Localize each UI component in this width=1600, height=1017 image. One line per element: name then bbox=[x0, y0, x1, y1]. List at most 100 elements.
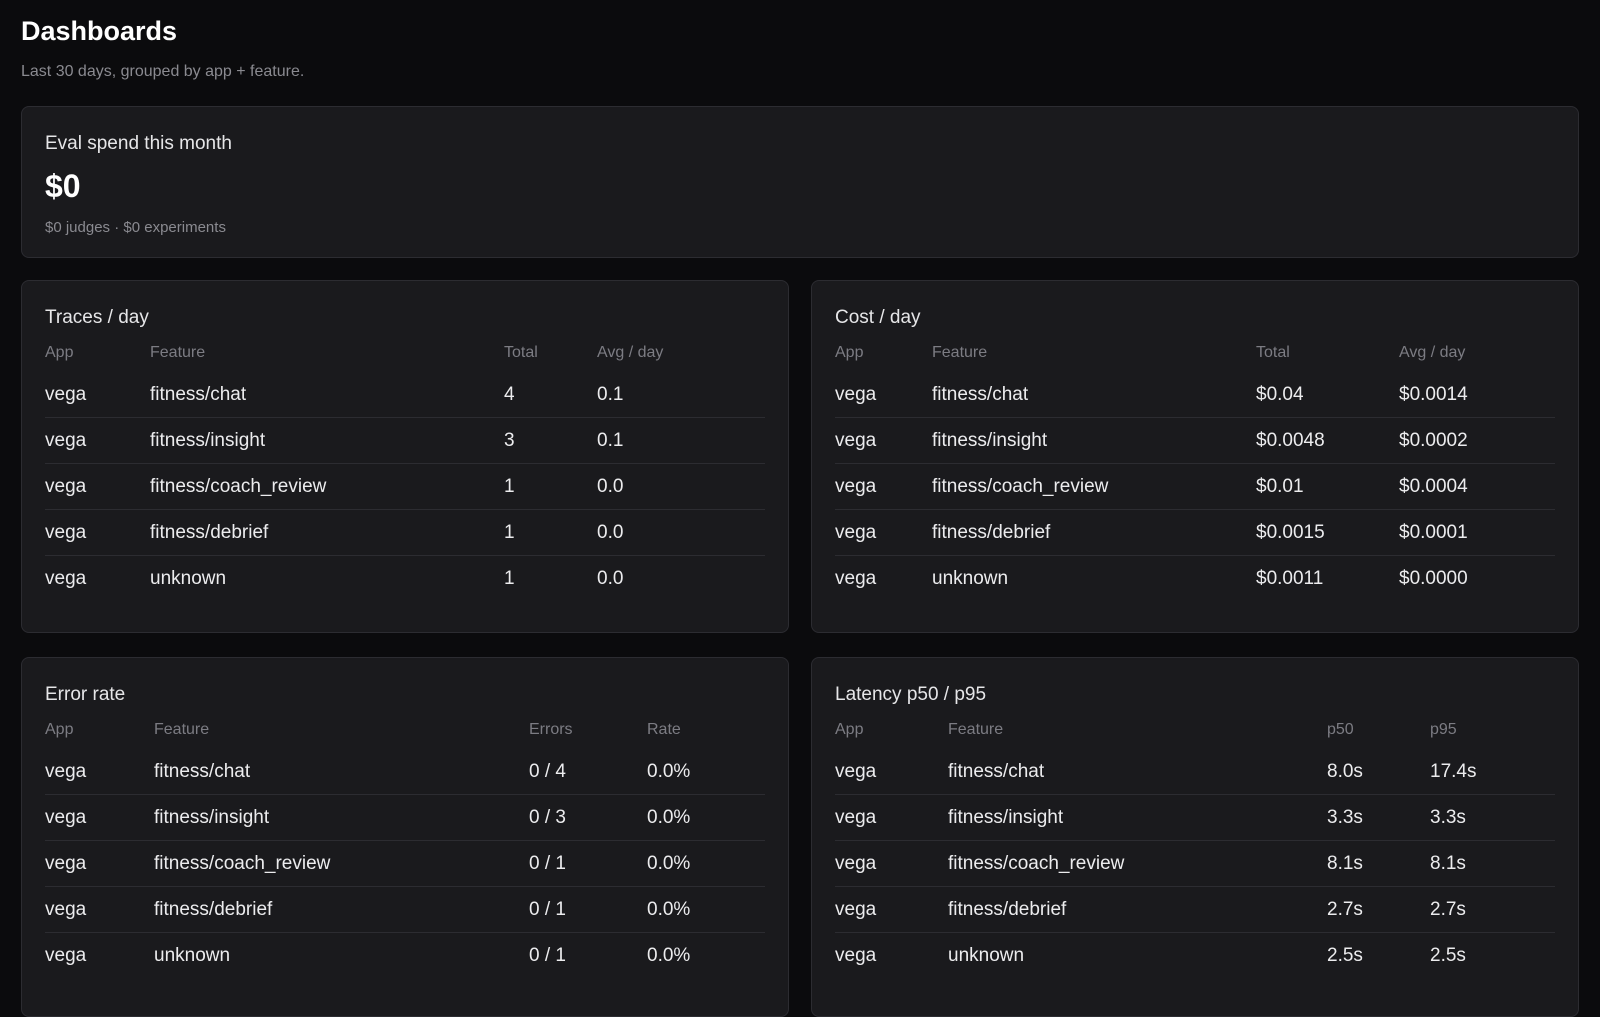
table-row: vega fitness/insight 3.3s 3.3s bbox=[835, 794, 1555, 841]
cell-avg-per-day: $0.0002 bbox=[1399, 417, 1555, 464]
traces-table: App Feature Total Avg / day vega fitness/… bbox=[45, 344, 765, 601]
table-row: vega unknown 0 / 1 0.0% bbox=[45, 933, 765, 979]
table-row: vega fitness/chat $0.04 $0.0014 bbox=[835, 372, 1555, 418]
dashboard-grid: Traces / day App Feature Total Avg / day… bbox=[21, 280, 1579, 1017]
table-row: vega fitness/debrief 1 0.0 bbox=[45, 509, 765, 556]
column-header-app: App bbox=[835, 344, 864, 361]
cell-p95: 8.1s bbox=[1430, 840, 1555, 887]
cell-total: 1 bbox=[504, 463, 597, 510]
cell-app: vega bbox=[835, 463, 932, 510]
column-header-avg-per-day: Avg / day bbox=[1399, 344, 1466, 361]
traces-per-day-card: Traces / day App Feature Total Avg / day… bbox=[21, 280, 789, 633]
table-row: vega fitness/insight 0 / 3 0.0% bbox=[45, 794, 765, 841]
cell-p95: 3.3s bbox=[1430, 794, 1555, 841]
table-row: vega fitness/insight 3 0.1 bbox=[45, 417, 765, 464]
cell-app: vega bbox=[835, 372, 932, 418]
cell-p50: 2.7s bbox=[1327, 886, 1430, 933]
cell-feature: fitness/chat bbox=[154, 749, 529, 795]
cost-table: App Feature Total Avg / day vega fitness/… bbox=[835, 344, 1555, 601]
card-title: Error rate bbox=[45, 684, 126, 705]
cell-rate: 0.0% bbox=[647, 886, 765, 933]
cell-p50: 8.0s bbox=[1327, 749, 1430, 795]
cell-feature: fitness/insight bbox=[154, 794, 529, 841]
column-header-feature: Feature bbox=[932, 344, 988, 361]
cell-app: vega bbox=[45, 749, 154, 795]
cell-errors: 0 / 1 bbox=[529, 886, 647, 933]
cell-app: vega bbox=[835, 567, 877, 589]
cell-feature: fitness/debrief bbox=[150, 509, 504, 556]
table-row: vega fitness/chat 8.0s 17.4s bbox=[835, 749, 1555, 795]
cell-app: vega bbox=[45, 417, 150, 464]
cell-errors: 0 / 1 bbox=[529, 944, 566, 966]
cell-app: vega bbox=[45, 944, 87, 966]
cell-p95: 17.4s bbox=[1430, 749, 1555, 795]
cell-total: $0.04 bbox=[1256, 372, 1399, 418]
card-title: Latency p50 / p95 bbox=[835, 684, 987, 705]
cell-avg-per-day: $0.0000 bbox=[1399, 567, 1468, 589]
column-header-feature: Feature bbox=[154, 721, 210, 738]
table-row: vega fitness/coach_review 8.1s 8.1s bbox=[835, 840, 1555, 887]
cell-feature: unknown bbox=[150, 567, 227, 589]
table-header-row: App Feature p50 p95 bbox=[835, 721, 1555, 749]
error-rate-card: Error rate App Feature Errors Rate vega f… bbox=[21, 657, 789, 1017]
cell-app: vega bbox=[835, 840, 948, 887]
eval-spend-breakdown: $0 judges · $0 experiments bbox=[45, 219, 226, 236]
page-subtitle: Last 30 days, grouped by app + feature. bbox=[21, 63, 305, 80]
table-row: vega fitness/insight $0.0048 $0.0002 bbox=[835, 417, 1555, 464]
column-header-app: App bbox=[835, 721, 864, 738]
latency-table: App Feature p50 p95 vega fitness/chat 8.0s… bbox=[835, 721, 1555, 978]
column-header-p50: p50 bbox=[1327, 721, 1354, 738]
cell-total: 1 bbox=[504, 509, 597, 556]
cell-p95: 2.7s bbox=[1430, 886, 1555, 933]
cell-total: $0.0011 bbox=[1256, 567, 1324, 589]
cell-app: vega bbox=[835, 509, 932, 556]
column-header-total: Total bbox=[1256, 344, 1290, 361]
page-title: Dashboards bbox=[21, 16, 178, 46]
card-title: Cost / day bbox=[835, 307, 921, 328]
column-header-p95: p95 bbox=[1430, 721, 1457, 738]
eval-spend-card: Eval spend this month $0 $0 judges · $0 … bbox=[21, 106, 1579, 258]
cell-feature: fitness/coach_review bbox=[150, 463, 504, 510]
cell-p50: 2.5s bbox=[1327, 944, 1363, 966]
cell-avg-per-day: 0.1 bbox=[597, 417, 765, 464]
column-header-app: App bbox=[45, 721, 74, 738]
column-header-app: App bbox=[45, 344, 74, 361]
cell-avg-per-day: 0.0 bbox=[597, 463, 765, 510]
cell-p50: 8.1s bbox=[1327, 840, 1430, 887]
cell-feature: fitness/debrief bbox=[154, 886, 529, 933]
cell-feature: fitness/insight bbox=[150, 417, 504, 464]
cell-feature: unknown bbox=[948, 944, 1025, 966]
table-row: vega fitness/coach_review 0 / 1 0.0% bbox=[45, 840, 765, 887]
cell-app: vega bbox=[45, 372, 150, 418]
cell-feature: fitness/debrief bbox=[932, 509, 1256, 556]
table-row: vega fitness/coach_review 1 0.0 bbox=[45, 463, 765, 510]
table-row: vega unknown $0.0011 $0.0000 bbox=[835, 556, 1555, 602]
eval-spend-label: Eval spend this month bbox=[45, 133, 232, 154]
cell-rate: 0.0% bbox=[647, 794, 765, 841]
cell-rate: 0.0% bbox=[647, 944, 691, 966]
cell-rate: 0.0% bbox=[647, 749, 765, 795]
cell-rate: 0.0% bbox=[647, 840, 765, 887]
cell-feature: fitness/chat bbox=[150, 372, 504, 418]
cell-p50: 3.3s bbox=[1327, 794, 1430, 841]
cell-app: vega bbox=[45, 794, 154, 841]
cell-feature: fitness/chat bbox=[932, 372, 1256, 418]
table-row: vega unknown 2.5s 2.5s bbox=[835, 933, 1555, 979]
cell-feature: fitness/coach_review bbox=[154, 840, 529, 887]
table-header-row: App Feature Total Avg / day bbox=[835, 344, 1555, 372]
cell-app: vega bbox=[45, 567, 87, 589]
cell-app: vega bbox=[45, 886, 154, 933]
cost-per-day-card: Cost / day App Feature Total Avg / day v… bbox=[811, 280, 1579, 633]
cell-feature: unknown bbox=[154, 944, 231, 966]
column-header-rate: Rate bbox=[647, 721, 681, 738]
cell-total: $0.0048 bbox=[1256, 417, 1399, 464]
cell-feature: unknown bbox=[932, 567, 1009, 589]
cell-app: vega bbox=[835, 886, 948, 933]
table-row: vega fitness/debrief $0.0015 $0.0001 bbox=[835, 509, 1555, 556]
cell-feature: fitness/coach_review bbox=[948, 840, 1327, 887]
cell-errors: 0 / 4 bbox=[529, 749, 647, 795]
error-rate-table: App Feature Errors Rate vega fitness/chat… bbox=[45, 721, 765, 978]
cell-errors: 0 / 1 bbox=[529, 840, 647, 887]
cell-feature: fitness/chat bbox=[948, 749, 1327, 795]
